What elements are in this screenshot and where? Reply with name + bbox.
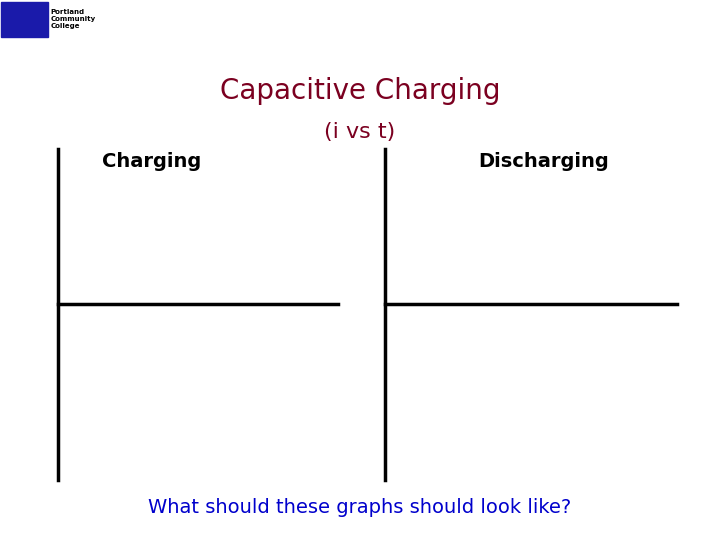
FancyBboxPatch shape	[1, 2, 113, 37]
Text: Capacitive Charging: Capacitive Charging	[220, 78, 500, 105]
Text: What should these graphs should look like?: What should these graphs should look lik…	[148, 498, 572, 517]
Text: (i vs t): (i vs t)	[325, 122, 395, 141]
FancyBboxPatch shape	[1, 2, 48, 37]
Text: Discharging: Discharging	[478, 152, 609, 171]
Text: Portland
Community
College: Portland Community College	[50, 9, 96, 29]
Text: Charging: Charging	[102, 152, 201, 171]
